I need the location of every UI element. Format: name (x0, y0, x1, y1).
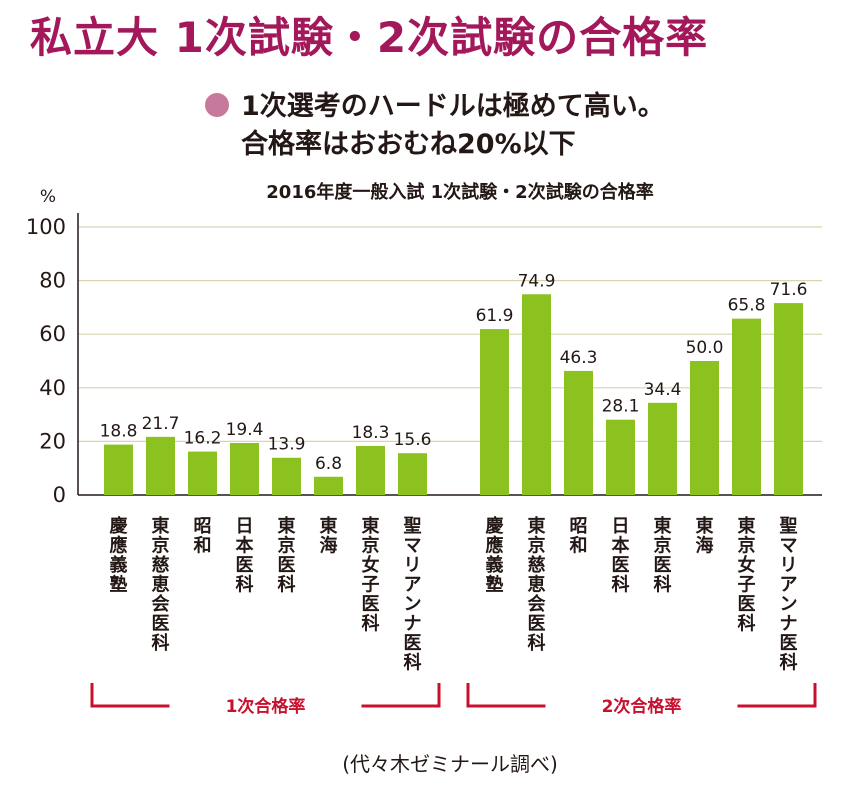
category-label: 東京慈恵会医科 (152, 515, 170, 654)
data-label: 16.2 (184, 429, 222, 449)
category-label: 東京慈恵会医科 (528, 515, 546, 654)
data-label: 6.8 (315, 454, 342, 474)
bar (104, 444, 133, 495)
note-text-1: 1次選考のハードルは極めて高い。 (241, 91, 665, 122)
group-bracket (90, 683, 441, 708)
category-label: 東京女子医科 (738, 515, 756, 635)
bar (774, 303, 803, 495)
category-label: 慶應義塾 (110, 515, 128, 596)
data-label: 28.1 (602, 397, 640, 417)
bar (314, 476, 343, 495)
page-title: 私立大 1次試験・2次試験の合格率 (30, 13, 709, 62)
note-line-2: 合格率はおおむね20%以下 (241, 129, 576, 160)
category-label: 東京医科 (278, 515, 296, 596)
source-note: (代々木ゼミナール調べ) (342, 752, 558, 776)
data-label: 65.8 (728, 296, 766, 316)
data-label: 61.9 (476, 306, 514, 326)
category-label: 慶應義塾 (486, 515, 504, 596)
group-label: 2次合格率 (602, 696, 682, 717)
data-label: 15.6 (394, 430, 432, 450)
category-label: 昭和 (570, 516, 588, 557)
category-label: 聖マリアンナ医科 (780, 516, 798, 674)
y-tick-label: 0 (53, 483, 66, 507)
bar (398, 453, 427, 495)
bar (230, 443, 259, 495)
bar (272, 457, 301, 495)
bar (188, 451, 217, 495)
category-label: 昭和 (194, 516, 212, 557)
group-label: 1次合格率 (226, 696, 306, 717)
category-label: 東海 (320, 515, 338, 557)
bar (522, 294, 551, 495)
bar (146, 436, 175, 495)
category-label: 聖マリアンナ医科 (404, 516, 422, 674)
y-axis-unit: % (40, 187, 56, 207)
data-label: 74.9 (518, 271, 556, 291)
data-label: 19.4 (226, 420, 264, 440)
data-label: 50.0 (686, 338, 724, 358)
y-tick-label: 40 (39, 376, 66, 400)
category-label: 東海 (696, 515, 714, 557)
category-label: 東京女子医科 (362, 515, 380, 635)
data-label: 34.4 (644, 380, 682, 400)
y-tick-label: 100 (26, 215, 66, 239)
bar (564, 370, 593, 495)
y-tick-label: 60 (39, 322, 66, 346)
data-label: 71.6 (770, 280, 808, 300)
category-label: 日本医科 (612, 516, 630, 596)
note-line-1: 1次選考のハードルは極めて高い。 (205, 84, 665, 123)
data-label: 18.3 (352, 423, 390, 443)
group-bracket (466, 683, 817, 708)
category-label: 東京医科 (654, 515, 672, 596)
data-label: 18.8 (100, 422, 138, 442)
bar (732, 318, 761, 495)
y-tick-label: 80 (39, 269, 66, 293)
bar (356, 445, 385, 495)
bar (606, 419, 635, 495)
category-label: 日本医科 (236, 516, 254, 596)
bar (480, 329, 509, 495)
y-tick-label: 20 (39, 429, 66, 453)
data-label: 21.7 (142, 414, 180, 434)
bar (648, 402, 677, 495)
data-label: 46.3 (560, 348, 598, 368)
bullet-dot-icon (205, 93, 229, 117)
chart-title: 2016年度一般入試 1次試験・2次試験の合格率 (266, 182, 654, 203)
bar (690, 361, 719, 495)
data-label: 13.9 (268, 435, 306, 455)
